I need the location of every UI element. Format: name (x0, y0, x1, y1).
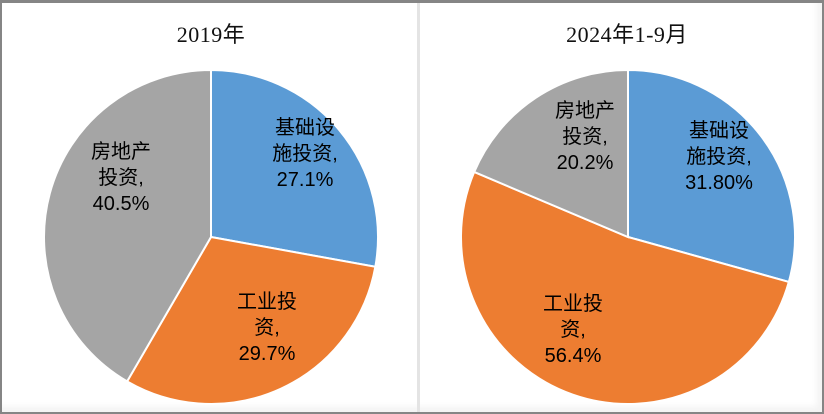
data-label-real-estate: 房地产 投资, 20.2% (555, 100, 615, 174)
data-label-real-estate: 房地产 投资, 40.5% (91, 141, 151, 215)
pie-slice-real-estate (43, 68, 212, 383)
data-label-infrastructure: 基础设 施投资, 31.80% (685, 120, 753, 194)
pie-slice-infrastructure (210, 68, 379, 268)
data-label-industrial: 工业投 资, 56.4% (543, 293, 603, 367)
pie-slice-industrial (460, 170, 791, 406)
chart-title-2024: 2024年1-9月 (566, 22, 688, 47)
pie-chart-panel-2019: 2019年 基础设 施投资, 27.1% 工业投 资, 29.7% 房地产 投资… (6, 3, 416, 412)
panel-divider (417, 3, 420, 412)
chart-title-2019: 2019年 (176, 22, 246, 47)
pie-chart-2024 (460, 68, 796, 406)
pie-slice-infrastructure (627, 68, 796, 284)
pie-slice-real-estate (472, 68, 629, 239)
data-label-industrial: 工业投 资, 29.7% (237, 291, 297, 365)
pie-chart-2019 (43, 68, 379, 405)
pie-chart-panel-2024: 2024年1-9月 基础设 施投资, 31.80% 工业投 资, 56.4% 房… (422, 3, 822, 412)
pie-slice-industrial (125, 235, 377, 405)
data-label-infrastructure: 基础设 施投资, 27.1% (272, 117, 338, 191)
